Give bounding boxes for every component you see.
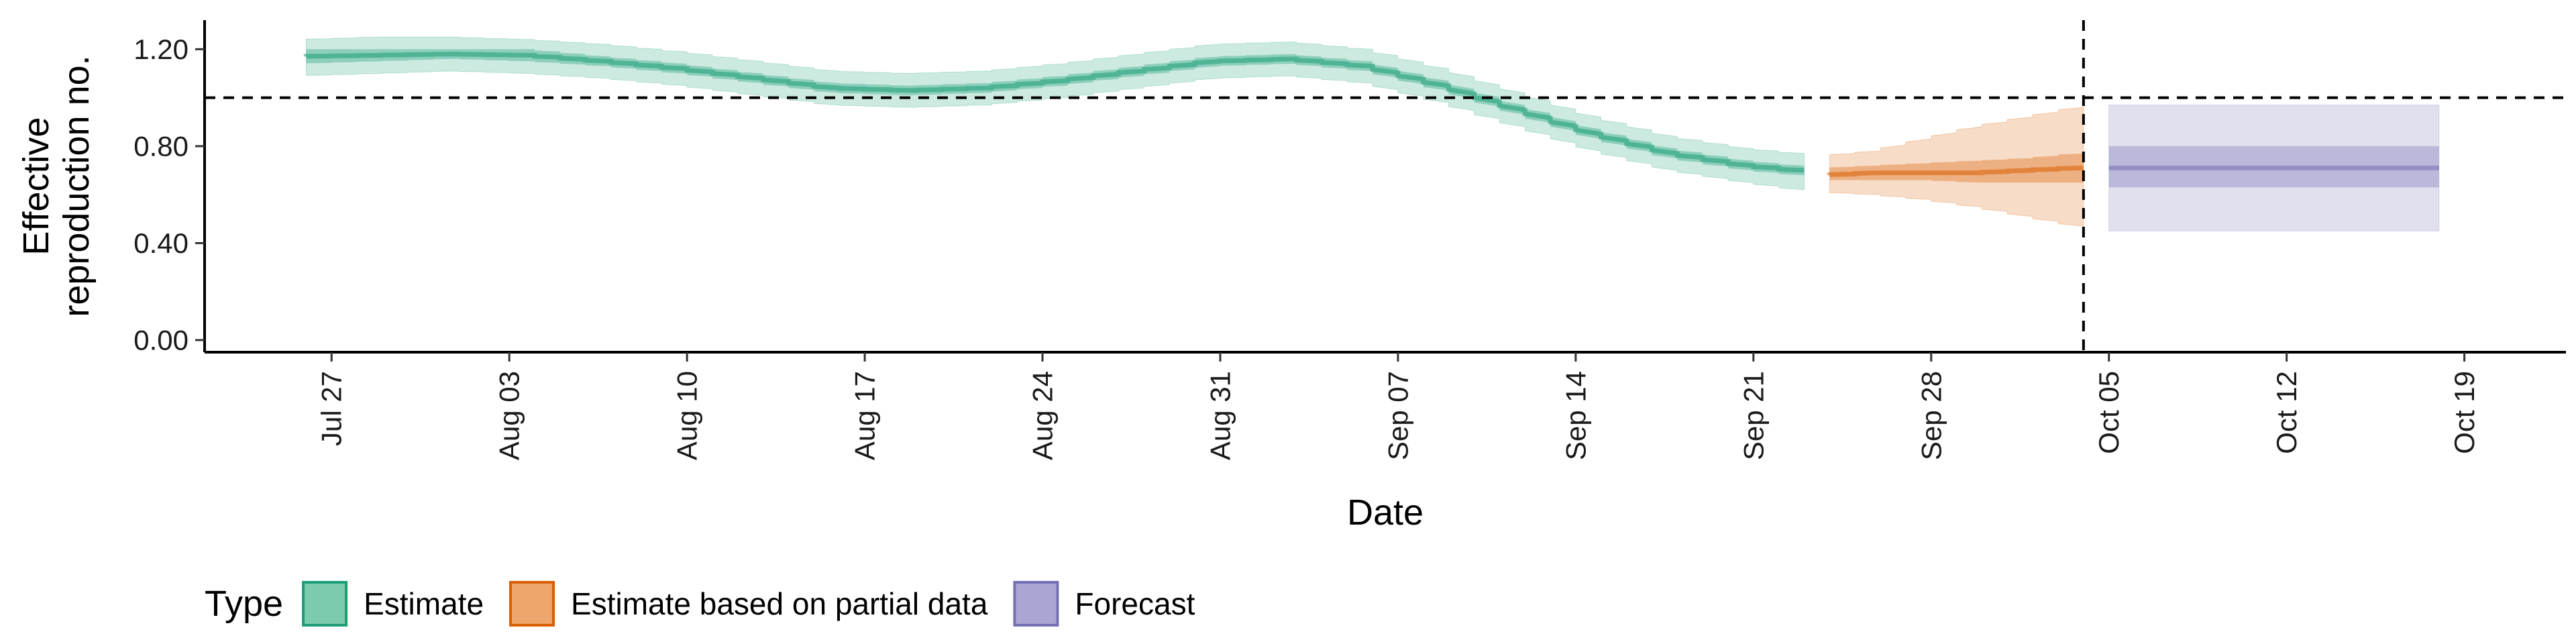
x-tick-label: Sep 14: [1560, 371, 1591, 460]
legend-title: Type: [205, 584, 283, 624]
band-inner-estimate-based-on-partial-data: [1829, 153, 2084, 183]
legend-swatch: [509, 581, 555, 627]
legend-label: Forecast: [1075, 586, 1195, 621]
x-axis-title: Date: [1347, 492, 1424, 533]
x-tick-label: Oct 12: [2271, 371, 2302, 454]
axes: 0.00 0.40 0.80 1.20 Jul 27 Aug 03 Aug 10 Aug 17…: [16, 20, 2566, 533]
legend-label: Estimate: [364, 586, 484, 621]
legend-label: Estimate based on partial data: [571, 586, 988, 621]
y-tick-label: 0.80: [133, 130, 189, 162]
y-tick-label: 0.00: [133, 324, 189, 356]
y-tick-label: 1.20: [133, 34, 189, 65]
x-tick-label: Aug 10: [672, 371, 703, 460]
x-tick-label: Sep 07: [1382, 371, 1413, 460]
x-tick-label: Aug 17: [849, 371, 881, 460]
x-tick-label: Jul 27: [316, 371, 347, 446]
legend: Type Estimate Estimate based on partial da…: [205, 581, 1195, 627]
median-lines: [303, 52, 2439, 177]
x-tick-label: Sep 28: [1915, 371, 1947, 460]
uncertainty-bands: [305, 36, 2440, 231]
x-tick-label: Aug 24: [1027, 371, 1059, 460]
legend-swatch: [302, 581, 348, 627]
x-tick-label: Sep 21: [1737, 371, 1769, 460]
x-tick-label: Aug 31: [1205, 371, 1236, 460]
x-tick-label: Aug 03: [494, 371, 525, 460]
band-inner-estimate: [306, 49, 1805, 176]
band-outer-estimate-based-on-partial-data: [1829, 107, 2084, 227]
y-axis-title: Effectivereproduction no.: [16, 55, 97, 317]
x-tick-label: Oct 05: [2093, 371, 2125, 454]
median-line-estimate: [303, 52, 1805, 173]
median-line-estimate-based-on-partial-data: [1827, 165, 2084, 177]
x-tick-label: Oct 19: [2449, 371, 2480, 454]
y-tick-label: 0.40: [133, 227, 189, 259]
y-axis-title-line: reproduction no.: [56, 55, 97, 317]
y-axis-title-line: Effective: [16, 117, 56, 255]
legend-swatch: [1013, 581, 1059, 627]
